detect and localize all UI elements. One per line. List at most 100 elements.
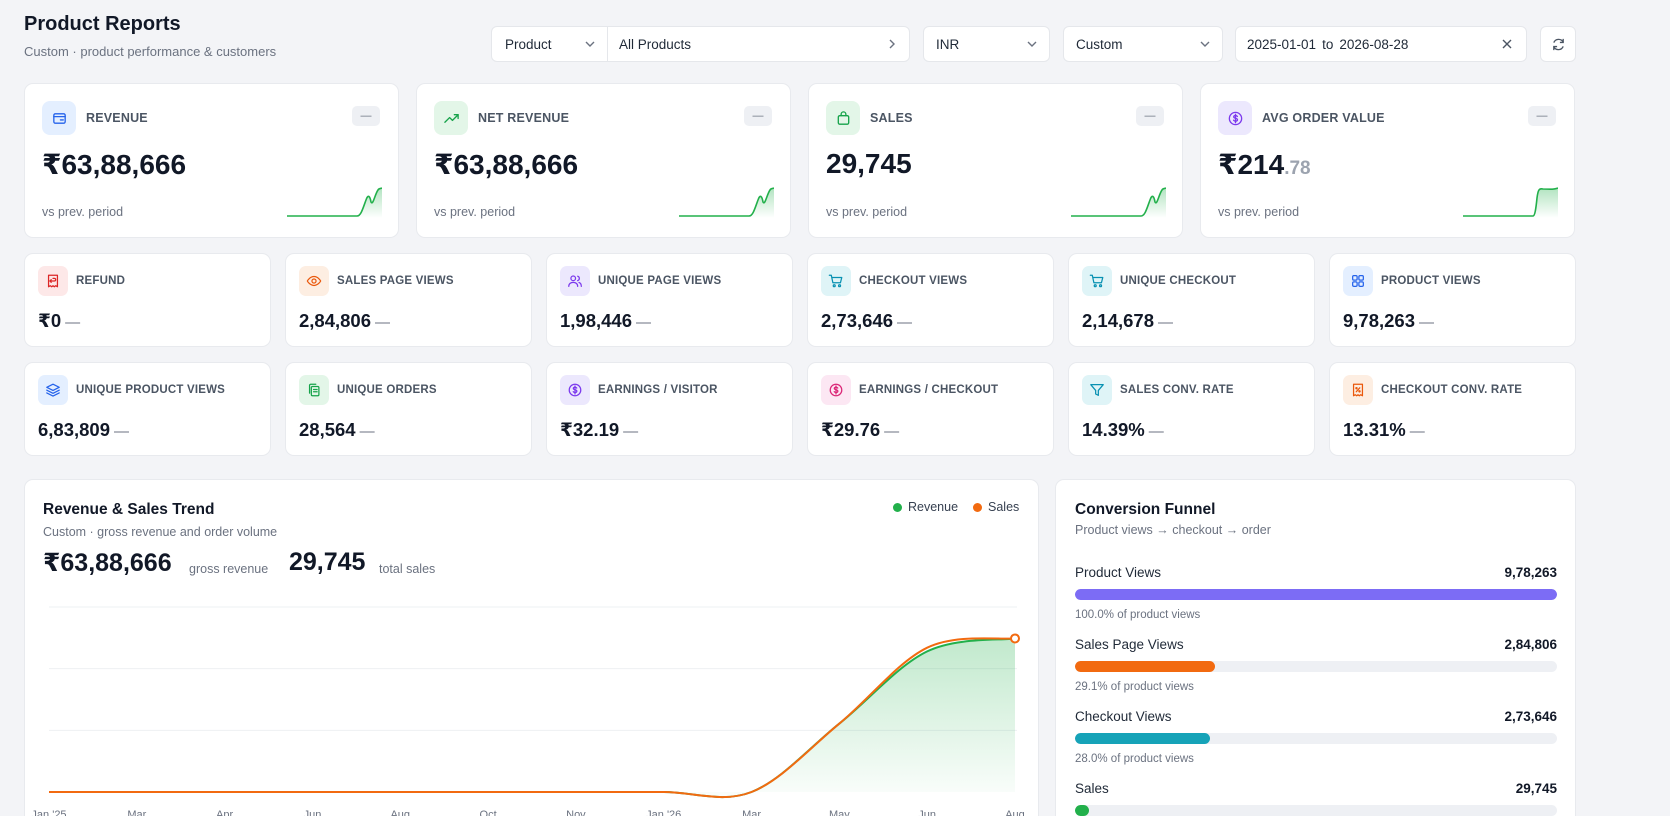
legend-sales-label: Sales bbox=[988, 500, 1020, 514]
metric-label: UNIQUE ORDERS bbox=[337, 384, 437, 396]
trend-title: Revenue & Sales Trend bbox=[43, 501, 215, 518]
kpi-comparison-note: vs prev. period bbox=[1218, 205, 1300, 219]
funnel-step-bar bbox=[1075, 589, 1557, 600]
refresh-button[interactable] bbox=[1540, 26, 1576, 62]
percent-receipt-icon bbox=[1352, 383, 1364, 397]
eye-icon bbox=[306, 275, 322, 287]
trending-up-icon bbox=[443, 113, 459, 123]
x-tick-label: Oct bbox=[480, 809, 497, 816]
metric-change: — bbox=[375, 314, 391, 331]
product-picker[interactable]: All Products bbox=[608, 27, 909, 61]
kpi-change-badge: — bbox=[744, 106, 772, 126]
metric-value-number: 13.31% bbox=[1343, 419, 1406, 440]
page-title: Product Reports bbox=[24, 13, 181, 35]
x-tick-label: Jan '26 bbox=[646, 809, 681, 816]
legend-sales[interactable]: Sales bbox=[973, 500, 1019, 514]
funnel-title: Conversion Funnel bbox=[1075, 501, 1216, 518]
kpi-value-main: ₹63,88,666 bbox=[42, 149, 187, 180]
x-tick-label: Aug bbox=[390, 809, 410, 816]
metric-card: REFUND ₹0— bbox=[24, 253, 271, 347]
metric-card: SALES CONV. RATE 14.39% — bbox=[1068, 362, 1315, 456]
refund-receipt-icon bbox=[47, 274, 59, 288]
metric-label: SALES PAGE VIEWS bbox=[337, 275, 454, 287]
funnel-step-value: 29,745 bbox=[1515, 781, 1557, 796]
period-select[interactable]: Custom bbox=[1063, 26, 1223, 62]
metric-change: — bbox=[65, 314, 81, 331]
kpi-sparkline bbox=[679, 187, 774, 218]
metric-icon-box bbox=[560, 266, 590, 296]
layers-icon bbox=[46, 383, 60, 397]
metric-value-number: ₹0 bbox=[38, 310, 62, 331]
metric-change: — bbox=[359, 423, 375, 440]
kpi-comparison-note: vs prev. period bbox=[42, 205, 124, 219]
funnel-step: Sales 29,745 bbox=[1075, 781, 1557, 816]
dimension-select[interactable]: Product bbox=[492, 27, 608, 61]
metric-icon-box bbox=[1082, 375, 1112, 405]
funnel-step-bar bbox=[1075, 805, 1090, 816]
metric-value: ₹29.76— bbox=[821, 419, 899, 441]
x-tick-label: Mar bbox=[127, 809, 146, 816]
metric-value: ₹32.19— bbox=[560, 419, 638, 441]
funnel-step-name: Sales bbox=[1075, 781, 1109, 796]
conversion-funnel-card: Conversion Funnel Product views → checko… bbox=[1055, 479, 1576, 816]
gross-revenue-value: ₹63,88,666 bbox=[43, 549, 172, 577]
date-range-input[interactable]: 2025-01-01 to 2026-08-28 bbox=[1235, 26, 1527, 62]
kpi-change-badge: — bbox=[352, 106, 380, 126]
metric-change: — bbox=[1148, 423, 1164, 440]
metric-label: UNIQUE CHECKOUT bbox=[1120, 275, 1237, 287]
metric-value-number: 9,78,263 bbox=[1343, 310, 1416, 331]
shopping-bag-icon bbox=[837, 110, 849, 125]
metric-icon-box bbox=[38, 266, 68, 296]
kpi-card: AVG ORDER VALUE — ₹214.78 vs prev. period bbox=[1200, 83, 1575, 238]
metric-value-number: 1,98,446 bbox=[560, 310, 633, 331]
funnel-step: Checkout Views 2,73,646 28.0% of product v… bbox=[1075, 709, 1557, 769]
total-sales-value: 29,745 bbox=[289, 548, 366, 576]
chevron-right-icon bbox=[889, 39, 895, 49]
kpi-card: NET REVENUE — ₹63,88,666 vs prev. period bbox=[416, 83, 791, 238]
metric-label: EARNINGS / CHECKOUT bbox=[859, 384, 999, 396]
funnel-step-bar bbox=[1075, 661, 1216, 672]
revenue-sales-trend-card: Revenue & Sales Trend Custom · gross rev… bbox=[24, 479, 1039, 816]
metric-value: 2,14,678— bbox=[1082, 310, 1173, 332]
currency-select[interactable]: INR bbox=[923, 26, 1050, 62]
metric-card: UNIQUE PRODUCT VIEWS 6,83,809— bbox=[24, 362, 271, 456]
funnel-step: Sales Page Views 2,84,806 29.1% of product… bbox=[1075, 637, 1557, 697]
metric-icon-box bbox=[560, 375, 590, 405]
metric-value: 2,84,806— bbox=[299, 310, 390, 332]
kpi-card: SALES — 29,745 vs prev. period bbox=[808, 83, 1183, 238]
metric-card: EARNINGS / VISITOR ₹32.19— bbox=[546, 362, 793, 456]
metric-change: — bbox=[897, 314, 913, 331]
metric-value: 6,83,809— bbox=[38, 419, 129, 441]
funnel-step-percent: 29.1% of product views bbox=[1075, 681, 1194, 693]
kpi-value: ₹63,88,666 bbox=[434, 148, 578, 181]
kpi-label: SALES bbox=[870, 111, 913, 125]
funnel-step-track bbox=[1075, 733, 1557, 744]
cart-icon bbox=[828, 274, 843, 288]
funnel-step-name: Checkout Views bbox=[1075, 709, 1172, 724]
sales-last-point[interactable] bbox=[1010, 633, 1020, 644]
gross-revenue-label: gross revenue bbox=[189, 562, 269, 576]
kpi-icon-box bbox=[826, 101, 860, 135]
kpi-value: ₹214.78 bbox=[1218, 148, 1311, 181]
funnel-step-track bbox=[1075, 805, 1557, 816]
cart-check-icon bbox=[1089, 274, 1104, 288]
metric-value-number: 2,84,806 bbox=[299, 310, 372, 331]
metric-card: UNIQUE PAGE VIEWS 1,98,446— bbox=[546, 253, 793, 347]
legend-revenue[interactable]: Revenue bbox=[893, 500, 958, 514]
kpi-value-main: ₹63,88,666 bbox=[434, 149, 579, 180]
chevron-down-icon bbox=[585, 41, 595, 47]
kpi-value-main: ₹214 bbox=[1218, 149, 1285, 180]
metric-icon-box bbox=[38, 375, 68, 405]
kpi-label: AVG ORDER VALUE bbox=[1262, 111, 1385, 125]
funnel-step-value: 2,73,646 bbox=[1504, 709, 1557, 724]
x-tick-label: Apr bbox=[216, 809, 233, 816]
kpi-value: ₹63,88,666 bbox=[42, 148, 186, 181]
metric-change: — bbox=[1158, 314, 1174, 331]
clear-date-icon[interactable] bbox=[1501, 38, 1513, 50]
metric-icon-box bbox=[1343, 266, 1373, 296]
trend-subtitle: Custom · gross revenue and order volume bbox=[43, 525, 278, 539]
x-tick-label: Jun bbox=[918, 809, 936, 816]
dimension-select-value: Product bbox=[505, 36, 552, 52]
dollar-circle-icon bbox=[568, 383, 582, 397]
kpi-sparkline bbox=[1071, 187, 1166, 218]
